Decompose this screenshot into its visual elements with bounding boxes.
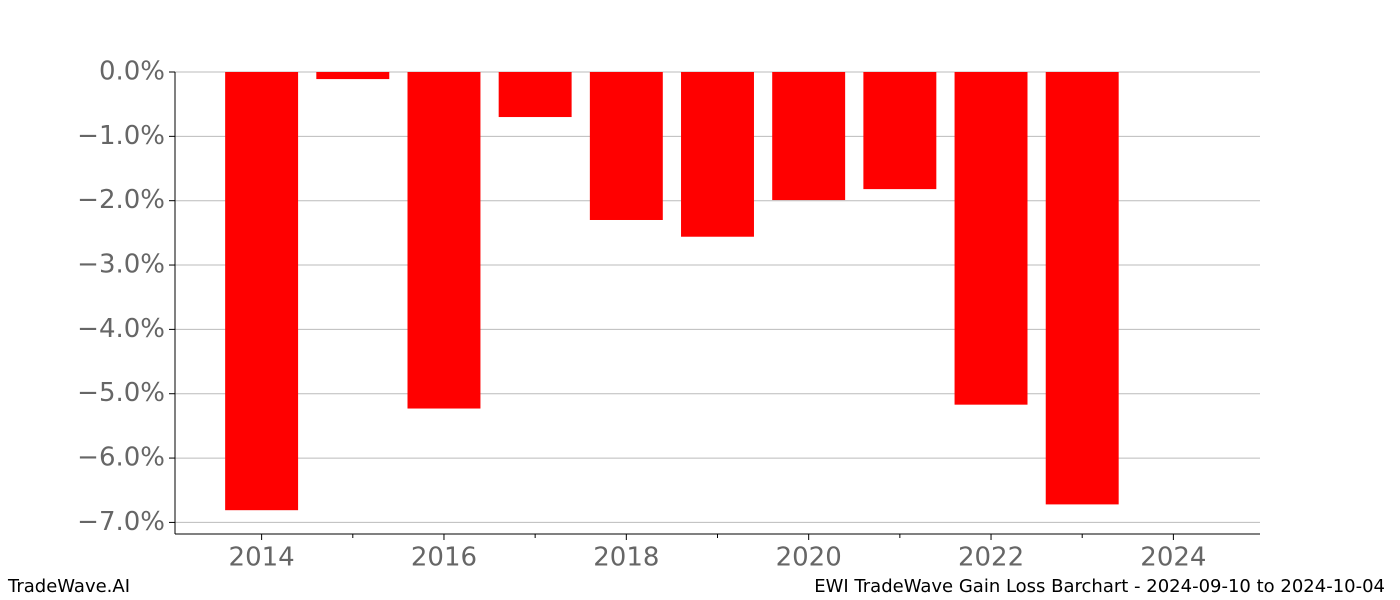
y-tick-label: 0.0% <box>99 57 165 87</box>
x-tick-label: 2024 <box>1140 543 1206 573</box>
x-tick-label: 2014 <box>229 543 295 573</box>
y-tick-label: −1.0% <box>77 121 165 151</box>
bar <box>407 72 481 409</box>
bar <box>863 72 937 190</box>
x-tick-label: 2018 <box>593 543 659 573</box>
footer-left: TradeWave.AI <box>7 576 130 597</box>
y-tick-label: −6.0% <box>77 443 165 473</box>
bar <box>681 72 754 237</box>
bar <box>1045 72 1119 505</box>
y-tick-label: −4.0% <box>77 314 165 344</box>
footer-right: EWI TradeWave Gain Loss Barchart - 2024-… <box>814 576 1385 597</box>
x-tick-label: 2016 <box>411 543 477 573</box>
y-tick-label: −5.0% <box>77 378 165 408</box>
bar <box>316 72 390 80</box>
bar <box>498 72 572 118</box>
bar <box>772 72 846 201</box>
x-tick-label: 2020 <box>776 543 842 573</box>
y-tick-label: −2.0% <box>77 185 165 215</box>
bar <box>225 72 299 511</box>
y-tick-label: −7.0% <box>77 507 165 537</box>
y-tick-label: −3.0% <box>77 250 165 280</box>
x-tick-label: 2022 <box>958 543 1024 573</box>
bar <box>589 72 663 220</box>
bar <box>954 72 1028 405</box>
